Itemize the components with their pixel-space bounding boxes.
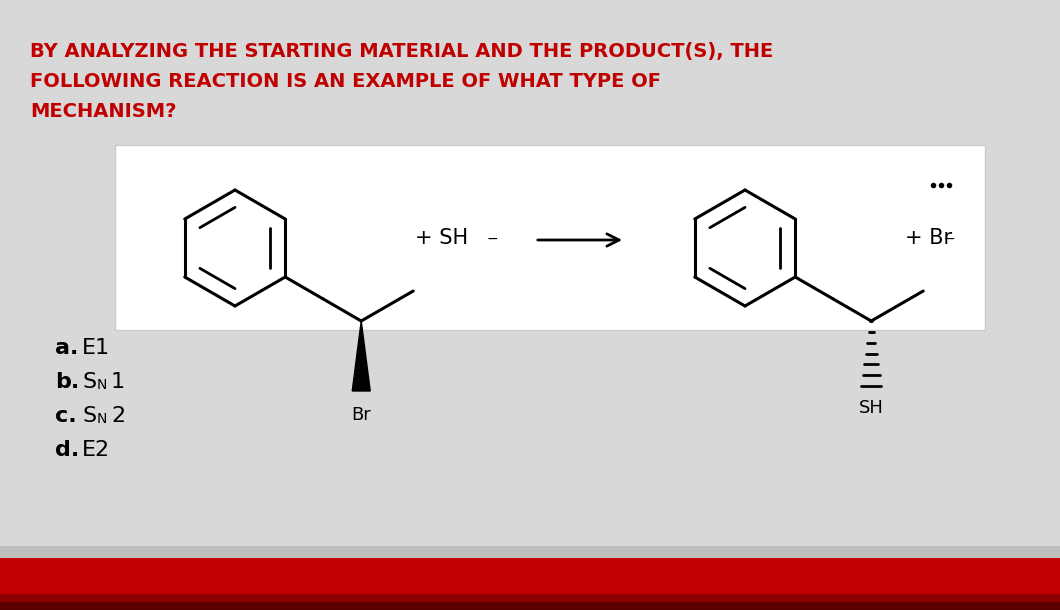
Text: 1: 1 xyxy=(111,372,125,392)
Text: FOLLOWING REACTION IS AN EXAMPLE OF WHAT TYPE OF: FOLLOWING REACTION IS AN EXAMPLE OF WHAT… xyxy=(30,72,661,91)
Text: SH: SH xyxy=(859,399,884,417)
Bar xyxy=(0,546,1060,558)
Text: + SH: + SH xyxy=(416,228,469,248)
Text: 2: 2 xyxy=(111,406,125,426)
Text: −: − xyxy=(487,232,498,246)
Text: E2: E2 xyxy=(82,440,110,460)
Text: BY ANALYZING THE STARTING MATERIAL AND THE PRODUCT(S), THE: BY ANALYZING THE STARTING MATERIAL AND T… xyxy=(30,42,773,61)
Text: + Br: + Br xyxy=(905,228,952,248)
Text: Br: Br xyxy=(351,406,371,424)
Text: MECHANISM?: MECHANISM? xyxy=(30,102,177,121)
Text: −: − xyxy=(944,232,956,246)
Bar xyxy=(0,558,1060,594)
Text: N: N xyxy=(98,412,107,426)
Text: a.: a. xyxy=(55,338,78,358)
Text: S: S xyxy=(82,372,96,392)
Bar xyxy=(0,558,1060,610)
Text: b.: b. xyxy=(55,372,80,392)
Bar xyxy=(0,602,1060,610)
Text: S: S xyxy=(82,406,96,426)
Polygon shape xyxy=(352,321,370,391)
Text: c.: c. xyxy=(55,406,76,426)
Text: N: N xyxy=(98,378,107,392)
Text: E1: E1 xyxy=(82,338,110,358)
Text: d.: d. xyxy=(55,440,80,460)
Bar xyxy=(114,145,985,330)
